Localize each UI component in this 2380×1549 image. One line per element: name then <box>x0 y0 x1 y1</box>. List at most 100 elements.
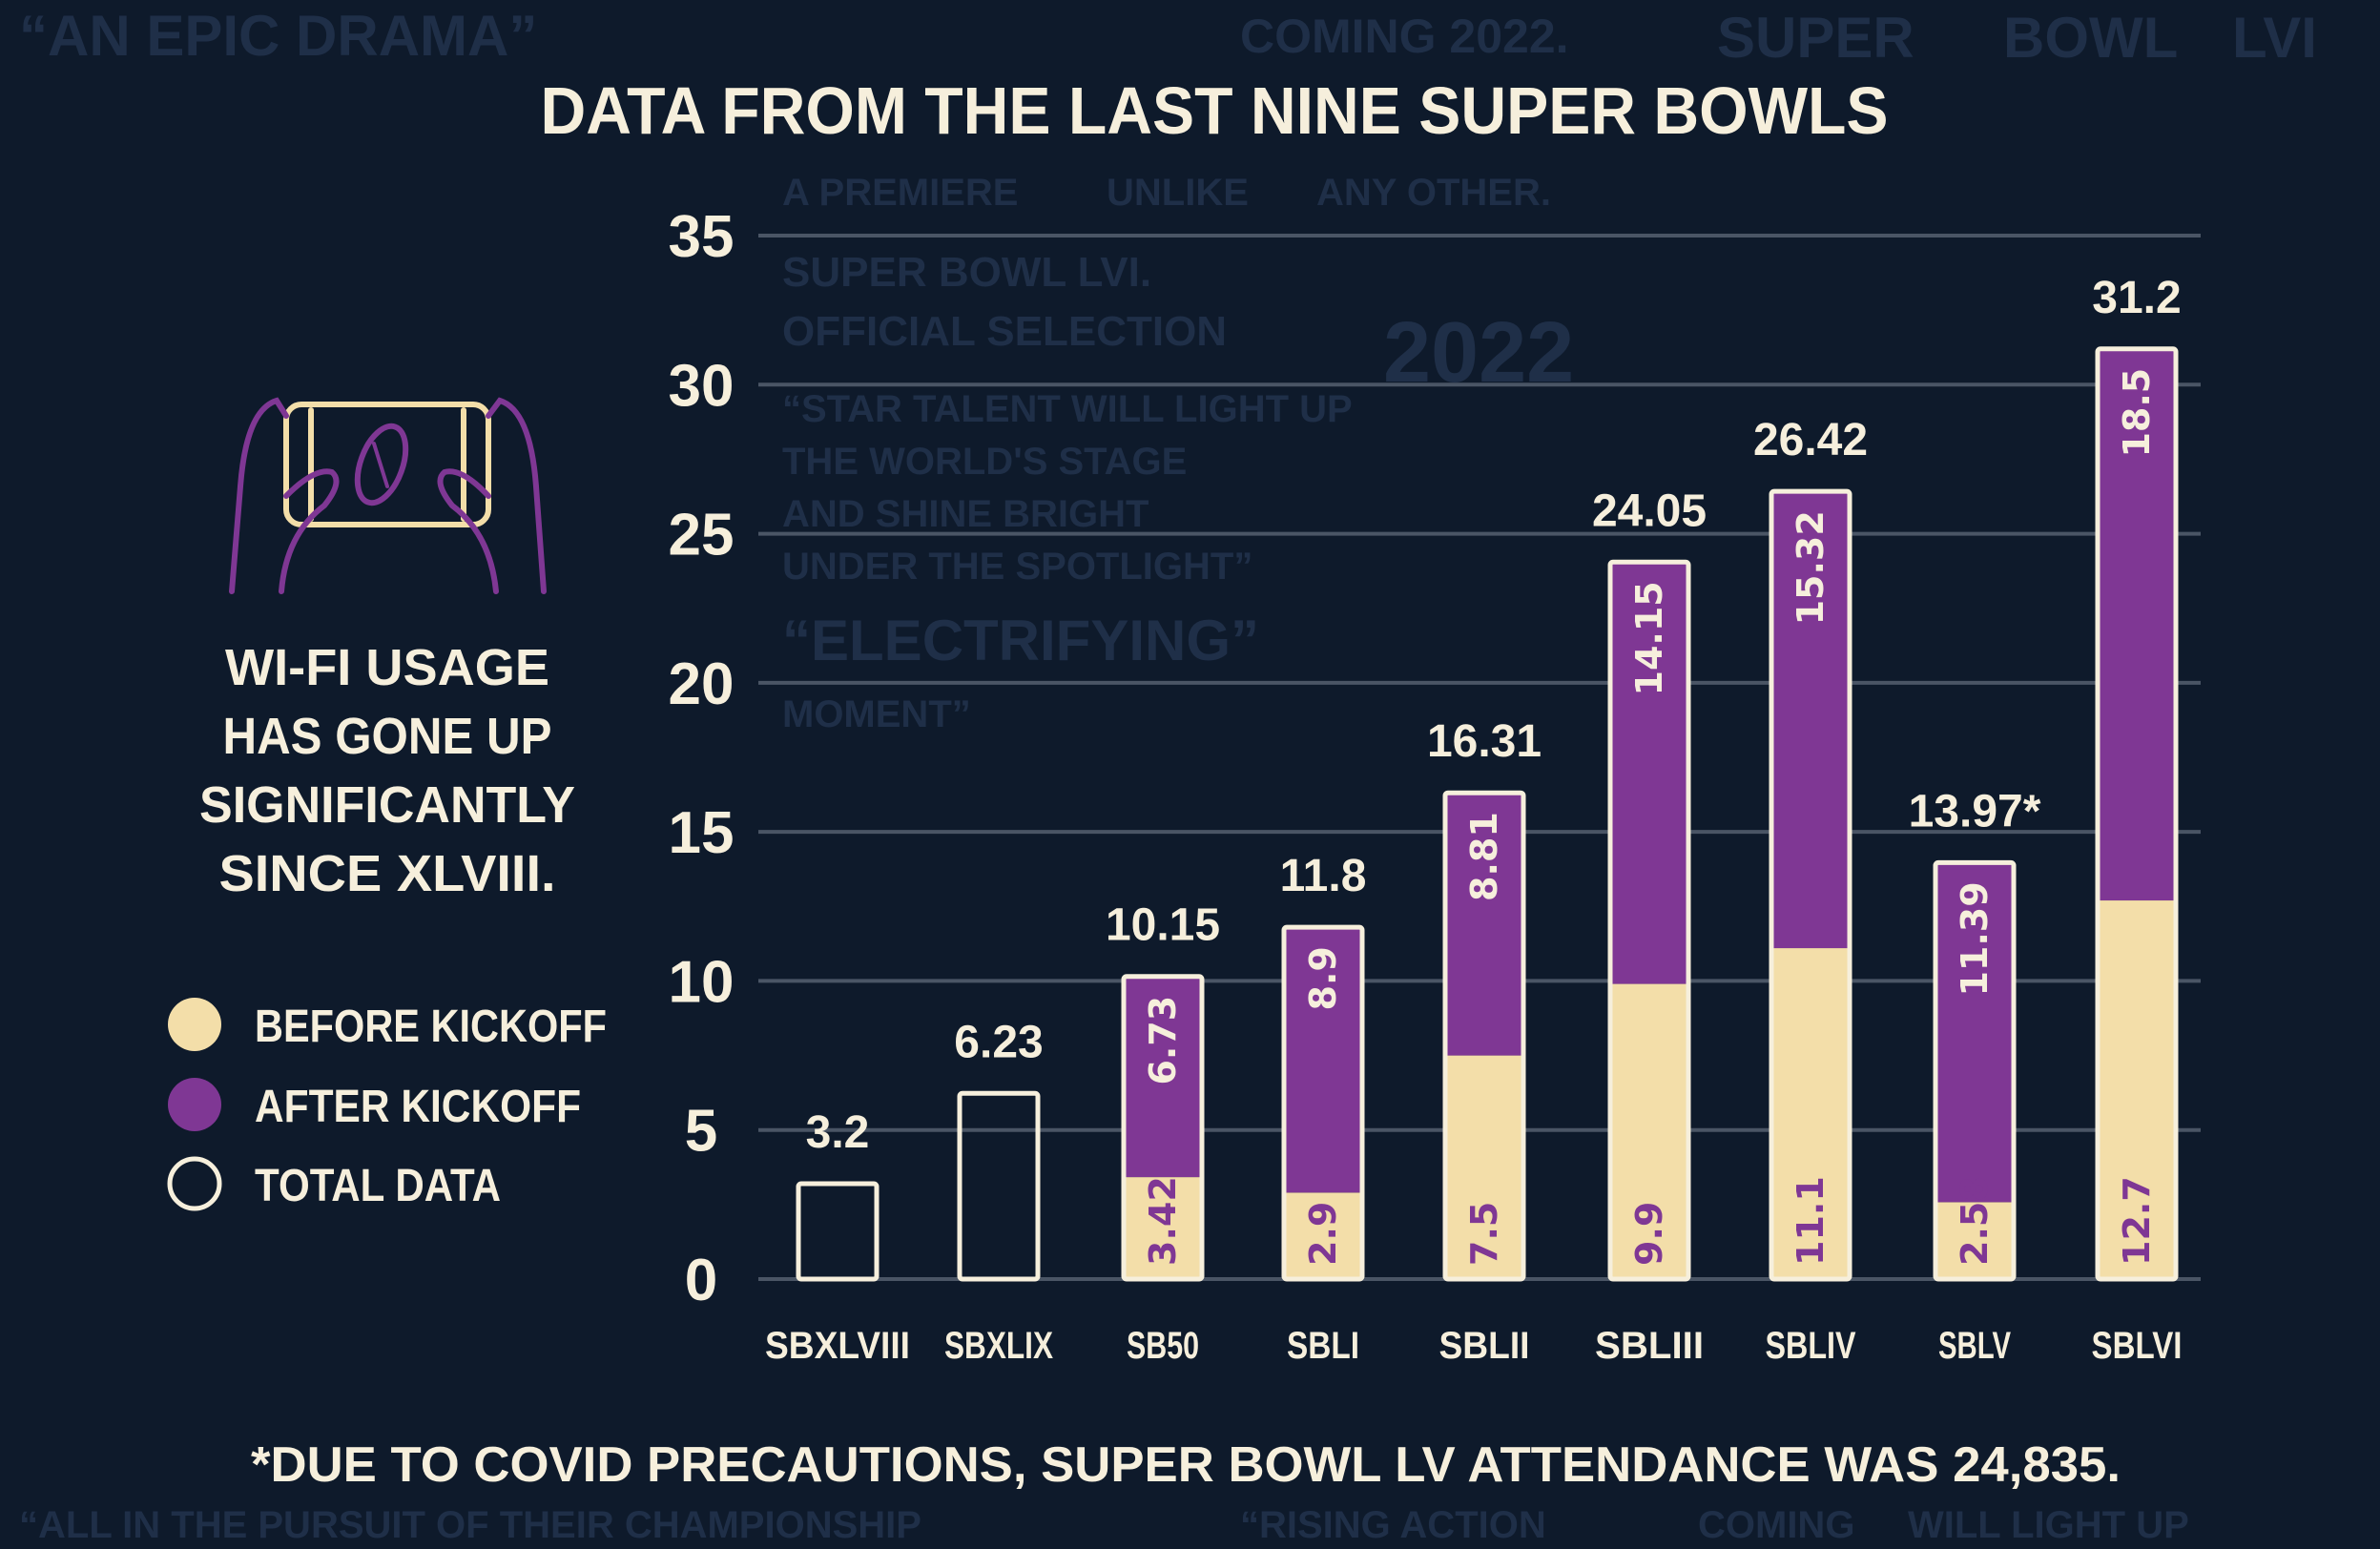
bar-total-label: 26.42 <box>1753 415 1868 465</box>
background-text: THE WORLD'S STAGE <box>782 441 1187 483</box>
legend: BEFORE KICKOFF AFTER KICKOFF TOTAL DATA <box>167 998 607 1211</box>
bar-group: 11.1 15.32 26.42 <box>1753 415 1868 1282</box>
bar-after-label: 8.9 <box>1302 946 1344 1010</box>
legend-swatch-before <box>168 998 221 1051</box>
bar-after-kickoff <box>1124 976 1202 1178</box>
y-tick-label: 10 <box>669 949 735 1015</box>
bar-group: 2.58 11.39 13.97* <box>1909 786 2041 1282</box>
bar-total-label: 16.31 <box>1427 716 1542 767</box>
bar-before-kickoff <box>1610 983 1688 1279</box>
footnote: *DUE TO COVID PRECAUTIONS, SUPER BOWL LV… <box>251 1437 2121 1493</box>
bar-after-label: 11.39 <box>1954 881 1996 996</box>
bar-after-kickoff <box>1935 862 2014 1203</box>
bar-total-outline <box>1933 859 2017 1282</box>
y-tick-label: 15 <box>669 800 735 866</box>
legend-label-after: AFTER KICKOFF <box>255 1082 581 1132</box>
y-tick-label: 20 <box>669 651 735 717</box>
bar-after-kickoff <box>1445 793 1523 1056</box>
bar-total <box>957 1090 1041 1282</box>
headline-line-2: HAS GONE UP <box>223 708 552 765</box>
x-category-label: SBLVI <box>2092 1325 2183 1367</box>
background-text: SUPER BOWL LVI. <box>782 249 1151 296</box>
x-category-label: SBLIV <box>1766 1325 1856 1367</box>
background-text: OFFICIAL SELECTION <box>782 308 1227 355</box>
background-text: SUPER <box>1717 6 1914 70</box>
bar-after-kickoff <box>1771 491 1850 949</box>
bar-after-kickoff <box>1284 927 1362 1193</box>
background-text: WILL LIGHT UP <box>1908 1504 2189 1546</box>
bar-total-label: 3.2 <box>806 1107 870 1158</box>
background-text: A PREMIERE <box>782 172 1018 214</box>
bar-total-label: 6.23 <box>954 1017 1043 1067</box>
background-text: “RISING ACTION <box>1240 1504 1546 1546</box>
bar-group: 2.9 8.9 11.8 <box>1280 851 1367 1282</box>
bar-total-outline <box>1769 488 1852 1282</box>
bar-total-outline <box>1442 790 1526 1282</box>
x-category-label: SB50 <box>1127 1325 1199 1367</box>
y-tick-label: 0 <box>685 1248 717 1313</box>
bar-total-label: 13.97* <box>1909 786 2041 836</box>
bar-group: 6.23 <box>954 1017 1044 1282</box>
bar-after-label: 6.73 <box>1142 996 1184 1085</box>
bar-group: 12.7 18.5 31.2 <box>2092 273 2182 1282</box>
x-category-label: SBLI <box>1287 1325 1359 1367</box>
bar-before-label: 11.1 <box>1790 1176 1832 1266</box>
x-axis-labels: SBXLVIII SBXLIX SB50 SBLI SBLII SBLIII SBLIV SB… <box>765 1325 2183 1367</box>
background-text: COMING <box>1698 1504 1854 1546</box>
bar-before-kickoff <box>1771 948 1850 1279</box>
legend-swatch-total <box>167 1156 222 1211</box>
bar-after-label: 15.32 <box>1790 510 1832 625</box>
bar-before-label: 12.7 <box>2116 1176 2158 1266</box>
bar-group: 9.9 14.15 24.05 <box>1592 485 1707 1282</box>
y-tick-label: 5 <box>685 1099 717 1165</box>
background-text: LVI <box>2232 6 2317 70</box>
headline-line-4: SINCE XLVIII. <box>219 845 556 902</box>
background-text: “STAR TALENT WILL LIGHT UP <box>782 388 1353 430</box>
bar-after-label: 14.15 <box>1628 581 1670 695</box>
bar-before-kickoff <box>1935 1202 2014 1279</box>
bar-group: 3.42 6.73 10.15 <box>1106 900 1220 1282</box>
background-text: UNDER THE SPOTLIGHT” <box>782 546 1252 588</box>
bar-before-label: 3.42 <box>1142 1176 1184 1266</box>
legend-label-total: TOTAL DATA <box>255 1161 501 1211</box>
y-tick-label: 30 <box>669 353 735 419</box>
legend-label-before: BEFORE KICKOFF <box>255 1002 607 1052</box>
headline-line-3: SIGNIFICANTLY <box>199 776 575 834</box>
bar-after-kickoff <box>1610 562 1688 984</box>
background-text: AND SHINE BRIGHT <box>782 493 1149 535</box>
bar-before-label: 2.58 <box>1954 1176 1996 1266</box>
x-category-label: SBLIII <box>1595 1325 1704 1367</box>
background-text: UNLIKE <box>1107 172 1249 214</box>
bar-before-label: 7.5 <box>1463 1202 1505 1266</box>
bar-total-outline <box>1607 559 1691 1282</box>
wifi-phone-icon <box>229 397 547 594</box>
bar-before-label: 2.9 <box>1302 1202 1344 1266</box>
x-category-label: SBXLVIII <box>765 1325 910 1367</box>
x-category-label: SBXLIX <box>944 1325 1053 1367</box>
side-headline: WI-FI USAGE HAS GONE UP SIGNIFICANTLY SI… <box>199 639 575 902</box>
y-tick-label: 25 <box>669 503 735 568</box>
bar-total-label: 31.2 <box>2092 273 2181 323</box>
bar-total-label: 11.8 <box>1280 851 1367 901</box>
background-text: ANY OTHER. <box>1316 172 1551 214</box>
bar-before-kickoff <box>1124 1177 1202 1279</box>
background-text: “AN EPIC DRAMA” <box>19 4 537 68</box>
background-text: COMING 2022. <box>1240 10 1569 63</box>
background-decoration: “AN EPIC DRAMA” COMING 2022. A PREMIERE UNL… <box>19 4 2317 1546</box>
bar-after-label: 8.81 <box>1463 812 1505 901</box>
bar-total-label: 10.15 <box>1106 900 1220 951</box>
y-axis-ticks: 0 5 10 15 20 25 30 35 <box>669 204 735 1313</box>
background-text: MOMENT” <box>782 693 971 735</box>
bar-group: 3.2 <box>796 1107 880 1282</box>
bar-total-outline <box>2095 346 2179 1282</box>
legend-swatch-after <box>168 1078 221 1131</box>
bar-before-kickoff <box>1445 1055 1523 1279</box>
y-tick-label: 35 <box>669 204 735 270</box>
bar-group: 7.5 8.81 16.31 <box>1427 716 1542 1282</box>
bar-total <box>796 1181 880 1282</box>
bar-before-label: 9.9 <box>1628 1202 1670 1266</box>
bar-total-label: 24.05 <box>1592 485 1707 536</box>
background-text: BOWL <box>2003 6 2178 70</box>
bars: 3.2 6.23 3.42 6.73 10.15 2.9 8.9 11.8 7.5 8.81 16.… <box>796 273 2182 1282</box>
